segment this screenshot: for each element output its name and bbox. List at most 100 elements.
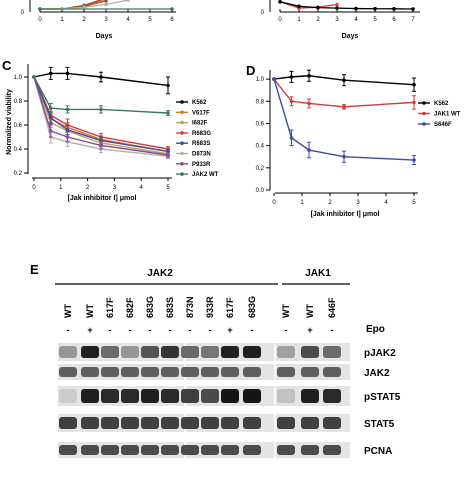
lane-label: 646F xyxy=(327,297,337,318)
c-series-point xyxy=(65,107,70,112)
epo-sign: - xyxy=(129,325,132,335)
tr-series-point xyxy=(297,4,301,9)
blot-band xyxy=(221,367,239,377)
d-legend-label: S646F xyxy=(434,122,452,128)
blot-band xyxy=(81,389,99,403)
tr-xtick-label: 1 xyxy=(297,17,301,23)
c-xtick-label: 4 xyxy=(140,185,144,191)
epo-sign: - xyxy=(209,325,212,335)
c-legend-label: JAK2 WT xyxy=(192,172,219,178)
blot-band xyxy=(101,445,119,455)
lane-label: 683G xyxy=(247,296,257,318)
d-series-point xyxy=(307,101,311,106)
tl-series-point xyxy=(170,7,174,11)
blot-band xyxy=(121,417,139,429)
tl-ytick: 0 xyxy=(21,10,25,16)
c-series-point xyxy=(166,83,170,88)
blot-band xyxy=(101,389,119,403)
blot-band xyxy=(277,417,295,429)
d-series-point xyxy=(342,105,346,109)
c-series-point xyxy=(166,153,170,157)
tl-series-point xyxy=(82,5,86,9)
tl-series-point xyxy=(38,7,42,11)
tr-xtick-label: 2 xyxy=(316,17,320,23)
blot-band xyxy=(301,417,319,429)
epo-sign: - xyxy=(285,325,288,335)
lane-label: 617F xyxy=(105,297,115,318)
c-legend-label: D873N xyxy=(192,152,211,158)
lane-label: 682F xyxy=(125,297,135,318)
c-ytick-label: 0.4 xyxy=(14,147,23,153)
blot-band xyxy=(181,445,199,455)
group-label-jak2: JAK2 xyxy=(147,268,173,279)
blot-band xyxy=(121,367,139,377)
d-xlabel: [Jak inhibitor I] μmol xyxy=(311,211,380,218)
tr-ytick: 0 xyxy=(261,10,265,16)
blot-band xyxy=(201,445,219,455)
c-ylabel: Normalized viability xyxy=(6,89,13,155)
tr-xtick-label: 5 xyxy=(373,17,377,23)
tr-series-point xyxy=(392,7,396,11)
blot-band xyxy=(201,367,219,377)
panel-label-e: E xyxy=(30,262,39,277)
blot-band xyxy=(121,389,139,403)
blot-band xyxy=(59,389,77,403)
tr-series-point xyxy=(278,0,282,4)
tl-series-point xyxy=(104,2,108,7)
tr-series-point xyxy=(373,6,377,11)
tl-xtick-label: 6 xyxy=(170,17,174,23)
tr-series-line xyxy=(279,1,338,9)
tr-xtick-label: 7 xyxy=(411,17,415,23)
d-series-point xyxy=(272,77,276,81)
d-xtick-label: 0 xyxy=(272,200,276,206)
c-xtick-label: 2 xyxy=(86,185,90,191)
blot-band xyxy=(201,417,219,429)
d-legend-marker xyxy=(422,101,426,105)
lane-label: 873N xyxy=(185,296,195,318)
c-series-point xyxy=(65,71,70,76)
blot-band xyxy=(243,417,261,429)
c-series-point xyxy=(99,107,103,112)
blot-band xyxy=(101,417,119,429)
c-legend-label: P933R xyxy=(192,162,211,168)
d-legend-label: JAK1 WT xyxy=(434,112,461,118)
tl-xtick-label: 5 xyxy=(148,17,152,23)
group-label-jak1: JAK1 xyxy=(305,268,331,279)
c-legend-marker xyxy=(180,151,184,156)
blot-band xyxy=(277,367,295,377)
c-legend-label: R683G xyxy=(192,131,211,137)
d-series-point xyxy=(412,100,416,105)
c-legend-label: V617F xyxy=(192,110,210,116)
blot-band xyxy=(181,389,199,403)
d-legend-marker xyxy=(422,111,426,116)
d-ytick-label: 0.4 xyxy=(256,144,265,150)
blot-band xyxy=(141,367,159,377)
c-legend-marker xyxy=(180,100,184,104)
blot-row-label: pJAK2 xyxy=(364,348,396,359)
c-ytick-label: 0.6 xyxy=(14,123,23,129)
blot-band xyxy=(243,367,261,377)
c-ytick-label: 0.8 xyxy=(14,99,23,105)
blot-band xyxy=(101,346,119,358)
c-ytick-label: 0.2 xyxy=(14,171,23,177)
blot-band xyxy=(121,346,139,358)
blot-band xyxy=(277,346,295,358)
blot-band xyxy=(161,346,179,358)
blot-band xyxy=(323,346,341,358)
blot-band xyxy=(323,367,341,377)
panel-e: JAK2 JAK1 WT WT 617F 682F 683G 683S 873N 933R 61… xyxy=(55,268,401,458)
c-legend-label: I682F xyxy=(192,121,208,127)
tl-xlabel: Days xyxy=(96,33,113,40)
c-xtick-label: 0 xyxy=(32,185,36,191)
blot-band xyxy=(81,445,99,455)
blot-band xyxy=(323,445,341,455)
lane-label: WT xyxy=(63,304,73,318)
tl-xtick-label: 2 xyxy=(82,17,86,23)
blot-band xyxy=(81,346,99,358)
c-legend-marker xyxy=(180,131,184,135)
blot-band xyxy=(277,445,295,455)
d-xtick-label: 1 xyxy=(300,200,304,206)
panel-label-d: D xyxy=(246,63,255,78)
lane-label: WT xyxy=(85,304,95,318)
lane-label: WT xyxy=(305,304,315,318)
